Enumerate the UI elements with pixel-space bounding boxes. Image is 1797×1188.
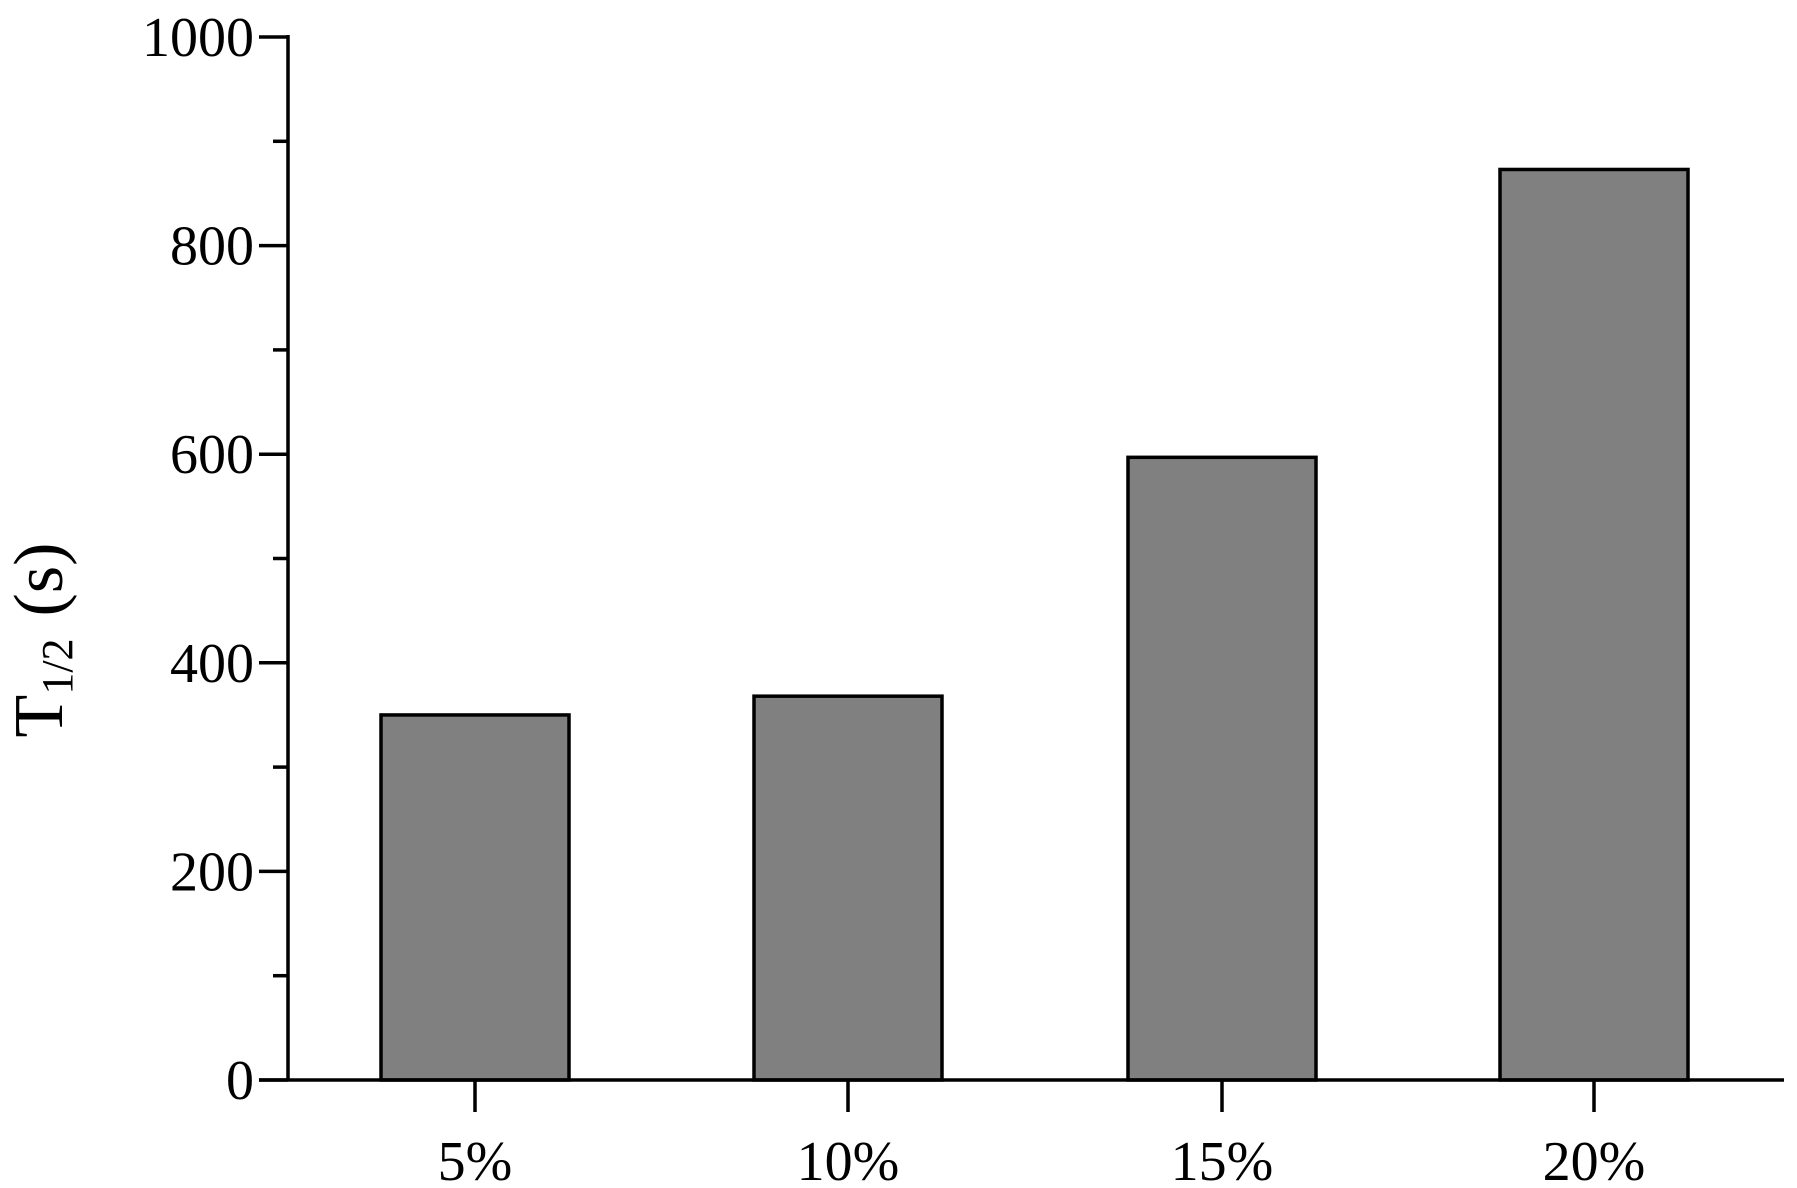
y-tick-label: 200 [170,841,254,903]
x-tick-label: 20% [1543,1131,1646,1188]
x-tick-label: 5% [438,1131,513,1188]
y-axis-label: T1/2 (s) [1,543,82,738]
bar [752,694,944,1082]
x-tick-label: 15% [1171,1131,1274,1188]
y-tick-label: 800 [170,216,254,278]
bar [1126,455,1318,1082]
y-label-unit: (s) [1,543,78,617]
x-tick-label: 10% [797,1131,900,1188]
y-label-sub: 1/2 [33,638,82,694]
y-label-main: T [1,695,78,738]
bar [379,713,571,1082]
y-tick-label: 400 [170,633,254,695]
y-tick-label: 0 [226,1050,254,1112]
bar [1498,167,1690,1082]
y-tick-label: 1000 [142,7,254,69]
y-tick-label: 600 [170,424,254,486]
